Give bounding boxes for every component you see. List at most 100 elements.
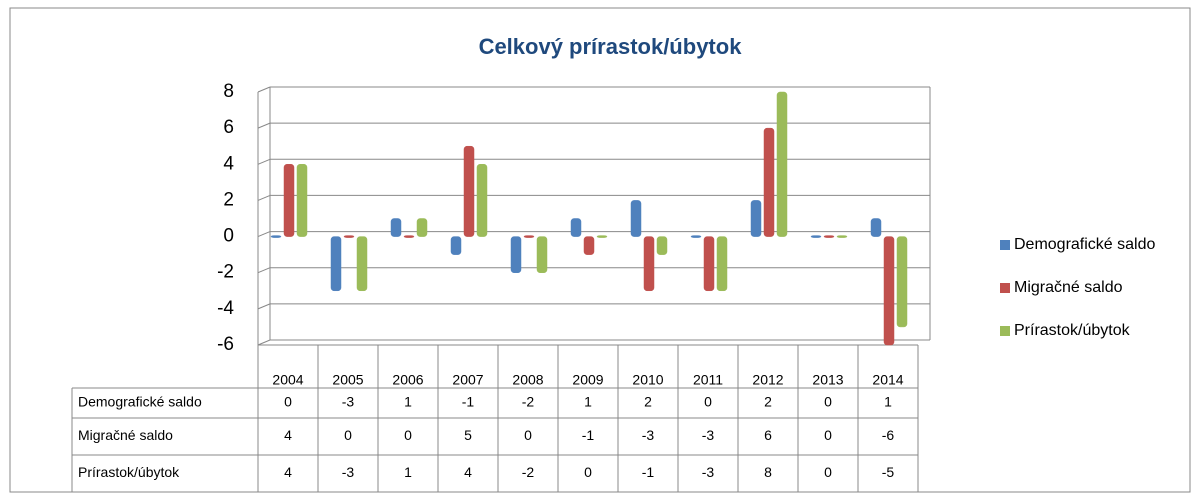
bar xyxy=(463,145,475,237)
chart-frame xyxy=(9,7,1191,493)
table-cell: 0 xyxy=(584,464,592,480)
x-tick-label: 2011 xyxy=(693,372,723,388)
table-cell: 4 xyxy=(464,464,472,480)
table-cell: -3 xyxy=(642,427,655,443)
table-cell: 0 xyxy=(824,427,832,443)
bar xyxy=(630,200,642,237)
bar xyxy=(343,235,355,238)
table-row-label: Demografické saldo xyxy=(78,394,202,410)
table-cell: -3 xyxy=(702,464,715,480)
table-cell: -3 xyxy=(342,464,355,480)
x-tick-label: 2006 xyxy=(392,372,423,388)
table-cell: 1 xyxy=(404,464,412,480)
table-cell: -1 xyxy=(582,427,595,443)
legend-label: Migračné saldo xyxy=(1014,279,1123,296)
table-cell: -6 xyxy=(882,427,895,443)
bar xyxy=(690,235,702,238)
table-cell: 4 xyxy=(284,427,292,443)
table-cell: 1 xyxy=(584,394,592,410)
grid-line xyxy=(257,158,271,165)
table-cell: 8 xyxy=(764,464,772,480)
table-cell: -2 xyxy=(522,464,535,480)
x-tick-label: 2007 xyxy=(452,372,483,388)
bar xyxy=(450,236,462,255)
table-cell: -1 xyxy=(462,394,475,410)
legend-swatch xyxy=(1000,240,1010,250)
table-cell: 0 xyxy=(404,427,412,443)
bar xyxy=(810,235,822,238)
legend-swatch xyxy=(1000,326,1010,336)
bar xyxy=(583,236,595,255)
bar xyxy=(823,235,835,238)
table-cell: 0 xyxy=(824,464,832,480)
legend-label: Prírastok/úbytok xyxy=(1014,322,1131,339)
bar xyxy=(836,235,848,238)
table-row-label: Prírastok/úbytok xyxy=(78,464,180,480)
x-tick-label: 2008 xyxy=(512,372,543,388)
bar xyxy=(536,236,548,273)
bar xyxy=(296,164,308,237)
bar xyxy=(403,235,415,238)
grid-line xyxy=(257,267,271,274)
grid-line xyxy=(257,303,271,310)
bar xyxy=(510,236,522,273)
table-cell: 1 xyxy=(404,394,412,410)
table-cell: 4 xyxy=(284,464,292,480)
bar xyxy=(270,235,282,238)
bar xyxy=(870,218,882,237)
grid-line xyxy=(257,231,271,238)
table-cell: 0 xyxy=(344,427,352,443)
y-tick-label: -4 xyxy=(217,298,234,319)
grid-line xyxy=(257,86,271,93)
bar xyxy=(390,218,402,237)
table-cell: 0 xyxy=(524,427,532,443)
x-tick-label: 2012 xyxy=(752,372,783,388)
legend-swatch xyxy=(1000,283,1010,293)
bar xyxy=(330,236,342,292)
y-tick-label: -2 xyxy=(217,262,234,283)
bar xyxy=(763,127,775,237)
x-tick-label: 2009 xyxy=(572,372,603,388)
table-cell: -3 xyxy=(702,427,715,443)
bar xyxy=(643,236,655,292)
bar xyxy=(750,200,762,237)
bar xyxy=(523,235,535,238)
grid-line xyxy=(257,194,271,201)
bar xyxy=(570,218,582,237)
legend-label: Demografické saldo xyxy=(1014,236,1156,253)
x-tick-label: 2010 xyxy=(632,372,663,388)
bar xyxy=(896,236,908,328)
bar xyxy=(703,236,715,292)
x-tick-label: 2014 xyxy=(872,372,903,388)
table-cell: 0 xyxy=(824,394,832,410)
chart-title: Celkový prírastok/úbytok xyxy=(479,34,743,59)
y-tick-label: 0 xyxy=(223,226,234,247)
table-cell: 6 xyxy=(764,427,772,443)
bar xyxy=(776,91,788,237)
table-cell: -1 xyxy=(642,464,655,480)
y-tick-label: 4 xyxy=(223,153,234,174)
bar xyxy=(716,236,728,292)
table-cell: 0 xyxy=(704,394,712,410)
table-cell: -5 xyxy=(882,464,895,480)
grid-line xyxy=(257,339,271,346)
y-tick-label: -6 xyxy=(217,334,234,355)
x-tick-label: 2013 xyxy=(812,372,843,388)
table-cell: 2 xyxy=(764,394,772,410)
table-cell: 0 xyxy=(284,394,292,410)
bar xyxy=(656,236,668,255)
bar xyxy=(596,235,608,238)
bar xyxy=(283,164,295,237)
bar xyxy=(476,164,488,237)
y-tick-label: 2 xyxy=(223,189,234,210)
grid-line xyxy=(257,122,271,129)
y-tick-label: 8 xyxy=(223,81,234,102)
table-cell: -3 xyxy=(342,394,355,410)
bar xyxy=(883,236,895,346)
bar xyxy=(356,236,368,292)
y-tick-label: 6 xyxy=(223,117,234,138)
table-cell: 2 xyxy=(644,394,652,410)
x-tick-label: 2004 xyxy=(272,372,303,388)
x-tick-label: 2005 xyxy=(332,372,363,388)
